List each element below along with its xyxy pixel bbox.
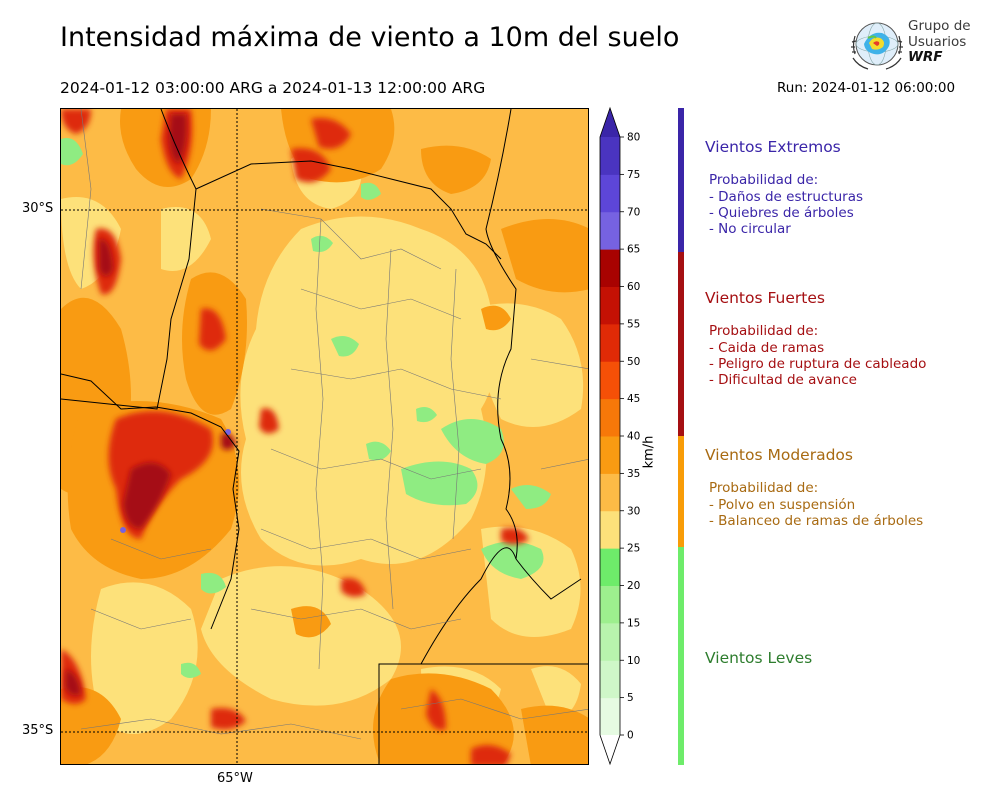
colorbar-tick-label: 5 xyxy=(627,692,634,704)
colorbar-segment xyxy=(600,286,620,325)
colorbar-tick-label: 65 xyxy=(627,244,640,256)
colorbar-tick-label: 35 xyxy=(627,468,640,480)
map-title: Intensidad máxima de viento a 10m del su… xyxy=(60,22,680,53)
category-title-extremos: Vientos Extremos xyxy=(705,138,841,156)
effect-item: - Caida de ramas xyxy=(709,340,825,356)
latitude-label-30s: 30°S xyxy=(22,201,54,216)
colorbar-scale: 0 5 10 15 20 25 30 35 40 45 50 55 60 65 70 75 80 xyxy=(599,106,640,766)
colorbar-segment xyxy=(600,323,620,362)
effect-item: - Quiebres de árboles xyxy=(709,205,854,222)
colorbar-segment xyxy=(600,137,620,175)
colorbar-segment xyxy=(600,660,620,699)
latitude-label-35s: 35°S xyxy=(22,723,54,738)
colorbar-segment xyxy=(600,249,620,287)
colorbar-tick-label: 15 xyxy=(627,617,640,629)
wind-speed-map xyxy=(60,108,589,765)
dark-red-core-areas xyxy=(65,114,236,696)
colorbar-tick-label: 80 xyxy=(627,132,640,144)
colorbar-tick-label: 55 xyxy=(627,318,640,330)
colorbar-segment xyxy=(600,436,620,474)
colorbar-segment xyxy=(600,174,620,213)
category-effects-moderados: - Polvo en suspensión - Balanceo de rama… xyxy=(709,497,923,529)
colorbar-segment xyxy=(600,473,620,512)
colorbar-tick-label: 0 xyxy=(627,730,634,742)
extreme-category-bar xyxy=(678,108,684,252)
colorbar-segment xyxy=(600,211,620,250)
colorbar-extend-min-arrow xyxy=(600,735,620,764)
model-run-time: Run: 2024-01-12 06:00:00 xyxy=(777,80,956,96)
colorbar-segment xyxy=(600,398,620,437)
strong-category-bar xyxy=(678,252,684,436)
colorbar-tick-label: 20 xyxy=(627,580,640,592)
category-prob-label-fuertes: Probabilidad de: xyxy=(709,323,819,339)
longitude-label-65w: 65°W xyxy=(217,771,253,786)
colorbar-tick-label: 50 xyxy=(627,356,640,368)
wind-speed-field xyxy=(61,109,588,764)
colorbar-segment xyxy=(600,361,620,400)
light-category-bar xyxy=(678,547,684,765)
logo-text-line2: Usuarios xyxy=(908,34,967,50)
category-title-fuertes: Vientos Fuertes xyxy=(705,289,825,307)
department-boundaries xyxy=(80,109,588,740)
colorbar-segment xyxy=(600,548,620,586)
category-effects-fuertes: - Caida de ramas - Peligro de ruptura de… xyxy=(709,340,926,389)
colorbar-segment xyxy=(600,697,620,736)
effect-item: - Polvo en suspensión xyxy=(709,497,856,513)
colorbar-tick-label: 70 xyxy=(627,206,640,218)
colorbar-units: km/h xyxy=(641,435,657,469)
colorbar-segment xyxy=(600,510,620,549)
colorbar-tick-label: 25 xyxy=(627,543,640,555)
colorbar-segment xyxy=(600,622,620,661)
colorbar-tick-label: 30 xyxy=(627,505,640,517)
moderate-category-bar xyxy=(678,436,684,547)
green-light-wind-areas xyxy=(61,138,551,678)
logo-text-line1: Grupo de xyxy=(908,18,971,34)
colorbar-tick-label: 75 xyxy=(627,169,640,181)
wrf-users-group-logo: Grupo de Usuarios WRF xyxy=(848,16,973,72)
wind-speed-colorbar: 0 5 10 15 20 25 30 35 40 45 50 55 60 65 70 75 80 xyxy=(597,105,657,770)
logo-text-wrf: WRF xyxy=(908,49,943,65)
category-title-leves: Vientos Leves xyxy=(705,649,813,667)
colorbar-tick-label: 40 xyxy=(627,431,640,443)
globe-logo-icon xyxy=(851,22,903,70)
category-effects-extremos: - Daños de estructuras - Quiebres de árb… xyxy=(709,189,863,238)
colorbar-tick-label: 45 xyxy=(627,393,640,405)
effect-item: - Daños de estructuras xyxy=(709,189,864,205)
colorbar-tick-label: 10 xyxy=(627,655,640,667)
category-prob-label-moderados: Probabilidad de: xyxy=(709,480,819,496)
category-title-moderados: Vientos Moderados xyxy=(705,446,853,464)
effect-item: - Peligro de ruptura de cableado xyxy=(709,356,927,373)
effect-item: - Dificultad de avance xyxy=(709,372,857,389)
forecast-period: 2024-01-12 03:00:00 ARG a 2024-01-13 12:… xyxy=(60,79,486,97)
colorbar-segment xyxy=(600,585,620,624)
category-prob-label-extremos: Probabilidad de: xyxy=(709,172,819,188)
graticule-lines xyxy=(61,109,588,764)
effect-item: - Balanceo de ramas de árboles xyxy=(709,513,924,530)
colorbar-extend-max-arrow xyxy=(600,108,620,137)
yellow-low-wind-areas xyxy=(61,150,584,739)
effect-item: - No circular xyxy=(709,221,791,238)
colorbar-tick-label: 60 xyxy=(627,281,640,293)
